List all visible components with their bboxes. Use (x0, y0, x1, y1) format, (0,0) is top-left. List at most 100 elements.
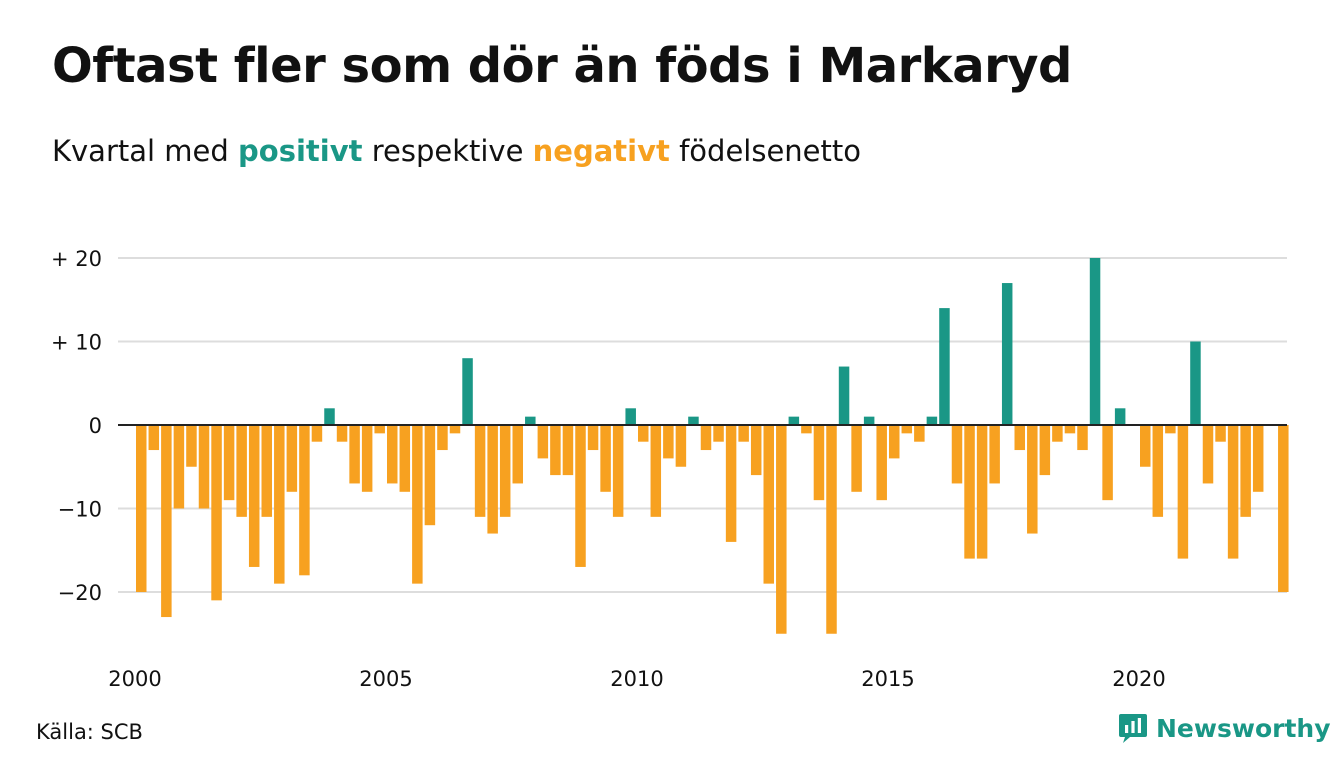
y-tick-label: −20 (58, 581, 102, 605)
bar (914, 425, 925, 442)
bar (700, 425, 712, 451)
bar (612, 425, 624, 517)
brand-name: Newsworthy (1156, 713, 1331, 743)
bar (1102, 425, 1113, 501)
bar (725, 425, 737, 542)
bar (537, 425, 549, 459)
bar (1252, 425, 1264, 492)
bar-chart: + 20 + 10 0 −10 −20 2000 2005 2010 2015 2020 (51, 247, 1289, 691)
bar (286, 425, 298, 492)
bar (437, 425, 448, 451)
bar (261, 425, 272, 517)
bar (813, 425, 825, 501)
subtitle-negative-word: negativt (532, 134, 670, 168)
bar (299, 425, 310, 576)
bar (449, 425, 461, 434)
x-tick-label: 2000 (108, 667, 161, 691)
subtitle-suffix: födelsenetto (669, 134, 861, 168)
bar (964, 425, 975, 559)
bar (487, 425, 498, 534)
bar (1227, 425, 1239, 559)
bar (1202, 425, 1214, 484)
bar (788, 416, 800, 425)
bar (600, 425, 611, 492)
bar (336, 425, 348, 442)
bar (1089, 258, 1101, 425)
bar (349, 425, 360, 484)
bar (512, 425, 523, 484)
x-axis-tick-labels: 2000 2005 2010 2015 2020 (108, 667, 1165, 691)
bar (713, 425, 724, 442)
bar (562, 425, 574, 476)
bar (161, 425, 172, 618)
bar (248, 425, 260, 567)
bar (776, 425, 787, 634)
bar (136, 425, 147, 592)
bar (211, 425, 222, 601)
bar (989, 425, 1000, 484)
bar (525, 416, 536, 425)
bar (1140, 425, 1151, 467)
bar (763, 425, 774, 584)
bar (575, 425, 586, 567)
bar (675, 425, 687, 467)
y-tick-label: + 20 (51, 247, 102, 271)
y-tick-label: 0 (89, 414, 102, 438)
bar (1177, 425, 1189, 559)
bar (550, 425, 561, 476)
bar (399, 425, 411, 492)
bar (424, 425, 436, 526)
newsworthy-logo-icon (1119, 714, 1147, 743)
bar (663, 425, 674, 459)
bar (148, 425, 160, 451)
bar (851, 425, 862, 492)
bar (1114, 408, 1126, 425)
bar (1077, 425, 1088, 451)
bar (1027, 425, 1038, 534)
subtitle-middle: respektive (362, 134, 533, 168)
bar (901, 425, 913, 434)
bar (1064, 425, 1076, 434)
bar (889, 425, 900, 459)
bar (863, 416, 875, 425)
bars (136, 258, 1289, 634)
bar (1014, 425, 1025, 451)
bar (976, 425, 988, 559)
subtitle-positive-word: positivt (238, 134, 363, 168)
bar (374, 425, 385, 434)
bar (311, 425, 323, 442)
bar (1190, 341, 1201, 425)
bar (1215, 425, 1226, 442)
y-tick-label: + 10 (51, 331, 102, 355)
bar (650, 425, 662, 517)
bar (1052, 425, 1063, 442)
source-note: Källa: SCB (36, 720, 143, 744)
bar (939, 308, 950, 425)
bar (688, 416, 699, 425)
bar (223, 425, 235, 501)
x-tick-label: 2010 (610, 667, 663, 691)
bar (926, 416, 938, 425)
bar (324, 408, 335, 425)
bar (274, 425, 285, 584)
bar (1278, 425, 1289, 592)
bar (474, 425, 486, 517)
bar (951, 425, 963, 484)
bar (198, 425, 210, 509)
bar (1165, 425, 1176, 434)
bar (1001, 283, 1013, 425)
bar (587, 425, 599, 451)
bar (1152, 425, 1164, 517)
bar (876, 425, 887, 501)
x-tick-label: 2005 (359, 667, 412, 691)
bar (173, 425, 185, 509)
bar (499, 425, 511, 517)
bar (801, 425, 812, 434)
chart-title: Oftast fler som dör än föds i Markaryd (52, 38, 1072, 94)
bar (738, 425, 749, 442)
chart-subtitle: Kvartal med positivt respektive negativt… (52, 134, 861, 168)
bar (826, 425, 837, 634)
bar (236, 425, 247, 517)
y-axis-tick-labels: + 20 + 10 0 −10 −20 (51, 247, 102, 605)
bar (625, 408, 636, 425)
